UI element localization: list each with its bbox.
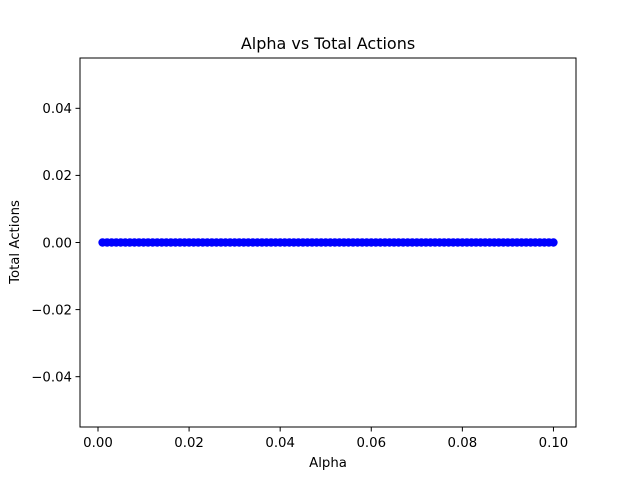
- data-points: [98, 238, 558, 247]
- x-tick-label: 0.00: [83, 436, 113, 451]
- chart-title: Alpha vs Total Actions: [241, 34, 415, 53]
- y-tick-label: 0.04: [42, 102, 72, 117]
- y-tick-label: −0.04: [31, 370, 72, 385]
- x-axis-label: Alpha: [309, 456, 347, 471]
- data-point: [549, 238, 558, 247]
- y-axis-label: Total Actions: [8, 200, 23, 285]
- x-tick-label: 0.02: [174, 436, 204, 451]
- y-tick-label: 0.00: [42, 236, 72, 251]
- x-tick-label: 0.08: [448, 436, 478, 451]
- y-tick-label: 0.02: [42, 169, 72, 184]
- x-tick-label: 0.06: [356, 436, 386, 451]
- x-tick-label: 0.10: [539, 436, 569, 451]
- y-tick-label: −0.02: [31, 303, 72, 318]
- x-tick-label: 0.04: [265, 436, 295, 451]
- x-axis: 0.00 0.02 0.04 0.06 0.08 0.10: [83, 427, 568, 451]
- y-axis: −0.04 −0.02 0.00 0.02 0.04: [31, 102, 80, 385]
